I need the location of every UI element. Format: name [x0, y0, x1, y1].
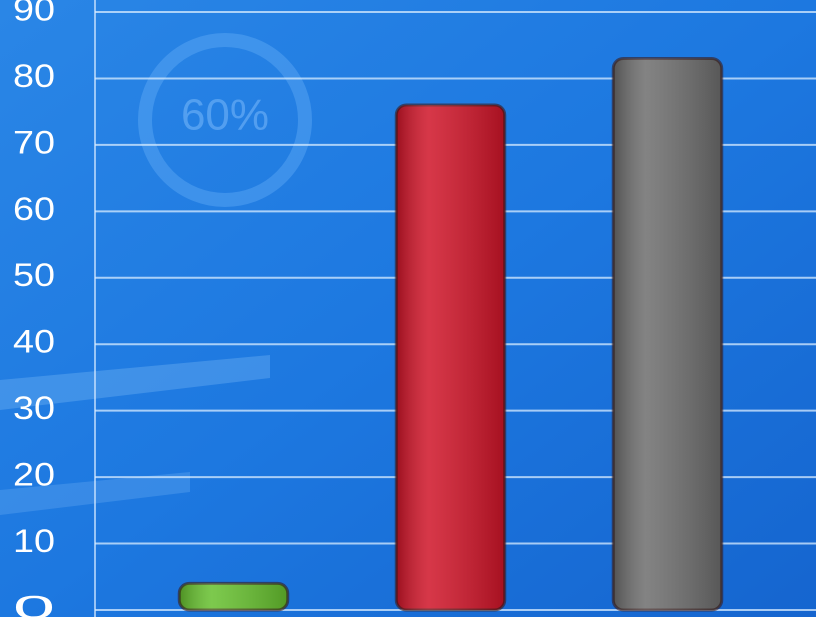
background-ring	[138, 33, 312, 207]
y-tick-label: 90	[13, 0, 55, 27]
y-tick-label: 0	[13, 589, 55, 617]
y-tick-label: 10	[13, 523, 55, 559]
y-tick-label: 40	[13, 324, 55, 360]
background-text: 60%	[181, 91, 269, 140]
y-tick-label: 70	[13, 124, 55, 160]
y-tick-label: 80	[13, 58, 55, 94]
background-streak	[0, 355, 270, 410]
y-tick-label: 60	[13, 191, 55, 227]
y-tick-label: 30	[13, 390, 55, 426]
y-tick-label: 20	[13, 457, 55, 493]
y-tick-label: 50	[13, 257, 55, 293]
